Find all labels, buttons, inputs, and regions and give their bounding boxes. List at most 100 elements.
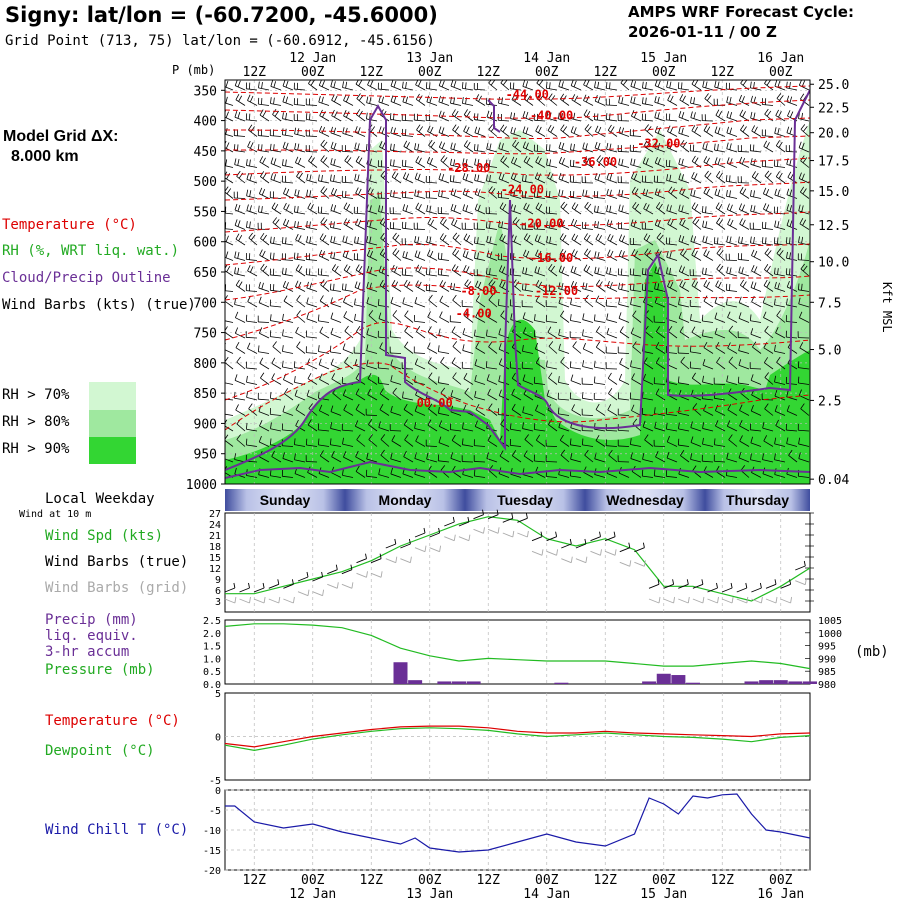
temperature-contour-label: -28.00 — [447, 161, 490, 175]
wind-barb-flag — [522, 267, 525, 274]
wind-barb-staff — [750, 210, 762, 215]
wind-barb — [618, 234, 630, 246]
wind-barb — [775, 171, 786, 184]
wind-barb-staff — [378, 336, 390, 339]
wind-barb-staff — [282, 134, 294, 137]
weekday-thursday: Thursday — [705, 489, 810, 511]
wind-barb-flag — [510, 112, 512, 119]
wind-barb-staff — [234, 164, 246, 168]
wind-barb-flag — [317, 314, 320, 321]
wind-barb-flag — [583, 233, 588, 240]
wind-barb — [344, 155, 354, 168]
wind-barb — [740, 124, 750, 137]
wind-barb-flag — [404, 310, 409, 317]
wind-barb-staff — [462, 164, 474, 168]
wind-barb — [225, 80, 234, 91]
wind-barb-staff — [762, 166, 774, 168]
wind-barb-flag — [259, 109, 264, 116]
wind-barb-flag — [522, 141, 526, 148]
wind-barb — [485, 207, 498, 215]
wind-barb — [535, 125, 546, 137]
wind-barb-flag — [245, 331, 247, 338]
wind-barb — [738, 296, 750, 308]
wind-barb-staff — [619, 255, 630, 261]
wind-barb-flag — [357, 127, 361, 134]
wind-barb — [258, 296, 270, 308]
wind-barb-staff — [486, 335, 498, 339]
bottom-date-label: 16 Jan — [757, 887, 804, 900]
wind-barb-staff — [294, 211, 306, 215]
wind-barb-staff — [355, 83, 366, 91]
wind-barb-flag — [773, 159, 776, 167]
wind-barb-flag — [346, 157, 352, 163]
wind-barb — [703, 295, 714, 308]
wind-barb-staff — [582, 319, 594, 323]
wind-barb-staff — [258, 211, 270, 215]
wind-barb-flag — [547, 326, 552, 333]
wind-barb-staff — [234, 116, 246, 122]
panel-y-tick-label: 1.5 — [203, 642, 221, 653]
wind-barb-flag — [453, 204, 457, 212]
wind-barb — [522, 174, 534, 184]
wind-barb-flag — [234, 267, 236, 274]
wind-barb-flag — [584, 124, 590, 130]
wind-barb-staff — [738, 259, 750, 261]
wind-barb-flag — [260, 222, 262, 230]
wind-barb-flag — [427, 326, 432, 333]
wind-barb-staff — [510, 305, 522, 308]
wind-barb-staff — [462, 193, 474, 199]
wind-barb-staff — [606, 87, 618, 91]
wind-barb-staff — [282, 101, 294, 106]
wind-barb — [392, 310, 402, 323]
wind-barb — [618, 158, 630, 168]
wind-barb — [666, 204, 678, 215]
wind-barb-flag — [415, 156, 420, 163]
wind-barb — [799, 218, 810, 230]
wind-barb-staff — [630, 225, 642, 230]
wind-barb-flag — [779, 250, 784, 256]
wind-barb — [523, 202, 534, 215]
wind-barb — [596, 155, 606, 168]
wind-barb-flag — [463, 233, 468, 240]
wind-barb-flag — [282, 112, 284, 119]
wind-barb-staff — [584, 206, 594, 215]
wind-barb — [570, 314, 582, 323]
wind-barb-flag — [429, 96, 433, 103]
wind-barb-staff — [463, 130, 474, 137]
wind-barb-flag — [262, 250, 266, 257]
wind-barb-staff — [474, 209, 486, 215]
wind-barb-staff — [343, 223, 354, 230]
wind-barb-flag — [246, 204, 249, 211]
wind-barb-flag — [689, 269, 691, 276]
wind-barb-flag — [691, 249, 696, 256]
wind-barb-staff — [259, 254, 270, 261]
wind-barb — [569, 331, 582, 339]
wind-barb-flag — [355, 264, 360, 271]
wind-barb-flag — [261, 188, 266, 196]
wind-barb-flag — [764, 108, 769, 115]
wind-barb-flag — [502, 203, 507, 210]
wind-barb — [392, 232, 402, 246]
wind-barb-staff — [678, 116, 690, 122]
wind-barb-staff — [666, 210, 678, 215]
wind-barb-flag — [729, 127, 733, 134]
wind-barb-flag — [293, 98, 295, 105]
wind-barb — [606, 173, 618, 184]
wind-barb-flag — [488, 279, 493, 285]
wind-barb — [545, 81, 558, 91]
wind-barb-staff — [763, 208, 774, 215]
wind-barb-flag — [342, 81, 344, 88]
wind-barb-flag — [247, 94, 251, 101]
wind-barb-staff — [594, 226, 606, 230]
wind-barb-flag — [558, 156, 562, 164]
wind-barb — [702, 235, 714, 246]
wind-barb-staff — [319, 131, 330, 137]
legend-rh70-label: RH > 70% — [2, 387, 70, 403]
wind-barb-staff — [691, 83, 702, 91]
wind-barb-flag — [693, 189, 696, 197]
wind-barb-staff — [678, 210, 690, 215]
wind-barb-staff — [234, 304, 246, 308]
wind-barb-flag — [534, 234, 538, 241]
wind-barb-flag — [765, 204, 770, 211]
